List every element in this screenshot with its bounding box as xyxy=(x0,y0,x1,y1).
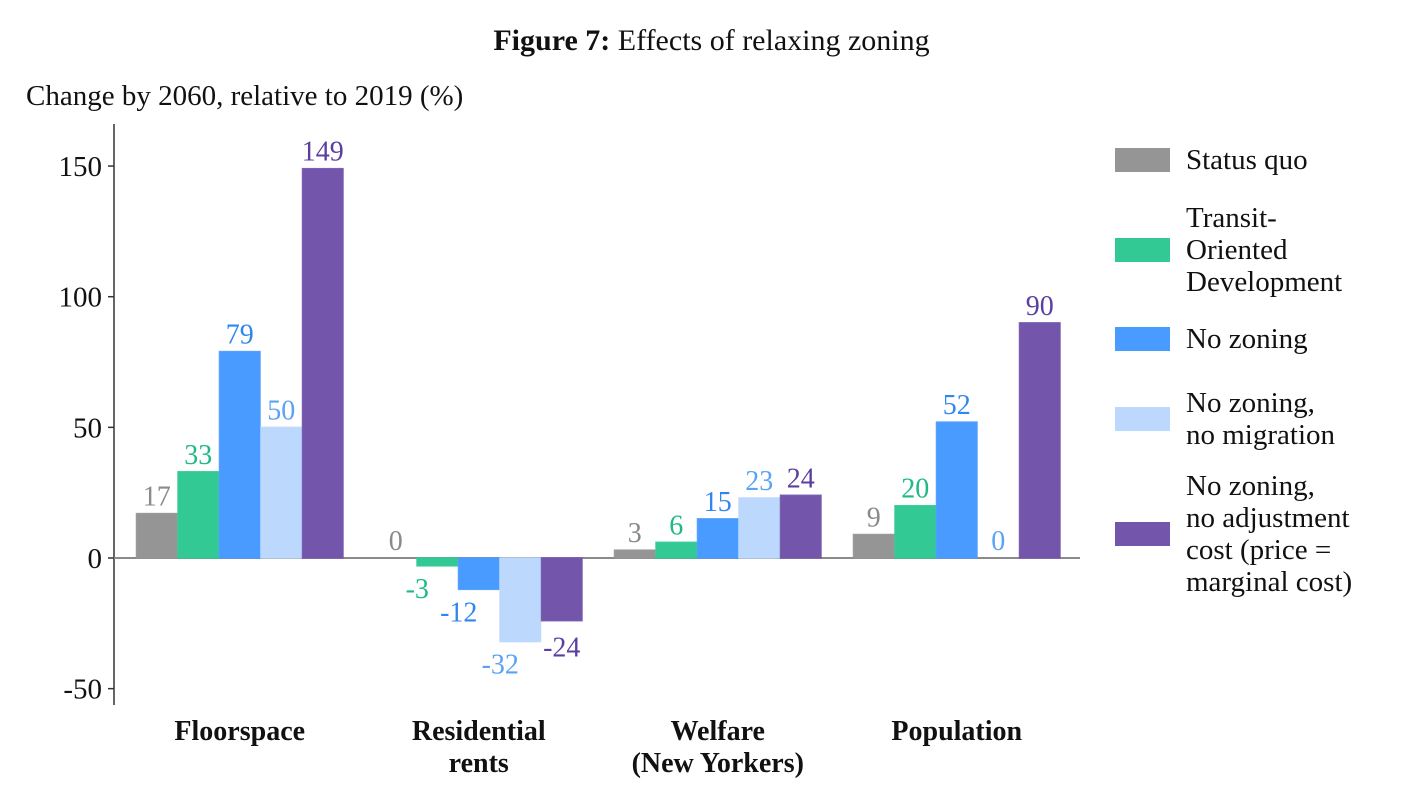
bar xyxy=(177,471,220,559)
y-tick-label: 150 xyxy=(59,151,103,183)
data-label: 52 xyxy=(943,390,971,421)
bar xyxy=(301,167,344,559)
legend-label: No zoning, no migration xyxy=(1186,387,1336,451)
y-tick-label: 100 xyxy=(59,282,103,314)
bars xyxy=(135,167,1061,643)
bar xyxy=(218,350,261,559)
data-label: 79 xyxy=(226,320,254,351)
legend-swatch xyxy=(1115,407,1170,431)
bar xyxy=(1018,322,1061,559)
legend-swatch xyxy=(1115,327,1170,351)
data-label: 23 xyxy=(745,466,773,497)
x-category-label: Population xyxy=(891,716,1022,747)
legend-swatch xyxy=(1115,522,1170,546)
x-category-labels: Floorspace Residential rents Welfare (New Yo… xyxy=(174,716,1022,779)
legend-label: Transit- Oriented Development xyxy=(1186,202,1343,298)
chart-title-bold: Figure 7: xyxy=(493,24,611,57)
data-label: 33 xyxy=(184,440,212,471)
x-category-label: Floorspace xyxy=(174,716,305,747)
y-tick-label: 0 xyxy=(88,543,103,575)
chart-title: Figure 7: Effects of relaxing zoning xyxy=(0,24,1423,58)
bar xyxy=(894,504,937,559)
data-label: 3 xyxy=(628,518,642,549)
legend-label: Status quo xyxy=(1186,144,1308,176)
bar xyxy=(457,557,500,591)
data-label: 0 xyxy=(991,526,1005,557)
legend-item: No zoning, no adjustment cost (price = m… xyxy=(1115,470,1352,598)
data-label: -32 xyxy=(482,650,519,681)
bar xyxy=(613,549,656,559)
data-label: 24 xyxy=(787,463,815,494)
data-label: -24 xyxy=(543,633,580,664)
y-axis-label: Change by 2060, relative to 2019 (%) xyxy=(26,80,464,112)
data-label: 20 xyxy=(901,474,929,505)
bar xyxy=(499,557,542,643)
legend-item: No zoning, no migration xyxy=(1115,387,1335,451)
data-label: 15 xyxy=(704,487,732,518)
bar xyxy=(135,512,178,559)
data-label: 90 xyxy=(1026,291,1054,322)
data-label: 0 xyxy=(389,526,403,557)
chart-title-rest: Effects of relaxing zoning xyxy=(610,24,930,57)
legend-label: No zoning, no adjustment cost (price = m… xyxy=(1186,470,1353,598)
data-label: 6 xyxy=(669,510,683,541)
y-tick-label: 50 xyxy=(73,412,102,444)
x-category-label: Residential rents xyxy=(412,716,546,779)
legend-item: Transit- Oriented Development xyxy=(1115,202,1342,298)
data-label: 17 xyxy=(143,482,171,513)
bar xyxy=(852,533,895,559)
legend-swatch xyxy=(1115,148,1170,172)
data-label: 149 xyxy=(302,137,344,168)
data-label: -12 xyxy=(440,597,477,628)
legend-label: No zoning xyxy=(1186,323,1308,355)
bar xyxy=(540,557,583,622)
bar xyxy=(738,497,781,559)
bar xyxy=(935,421,978,559)
legend-item: No zoning xyxy=(1115,323,1308,355)
x-category-label: Welfare (New Yorkers) xyxy=(632,716,804,779)
bar xyxy=(779,494,822,559)
data-label: -3 xyxy=(406,574,429,605)
bar xyxy=(696,518,739,559)
data-label: 9 xyxy=(867,502,881,533)
legend-item: Status quo xyxy=(1115,144,1308,176)
data-label: 50 xyxy=(267,395,295,426)
legend-swatch xyxy=(1115,238,1170,262)
bar xyxy=(655,541,698,559)
bar xyxy=(260,426,303,559)
bar xyxy=(416,557,459,567)
y-tick-label: -50 xyxy=(63,674,102,706)
